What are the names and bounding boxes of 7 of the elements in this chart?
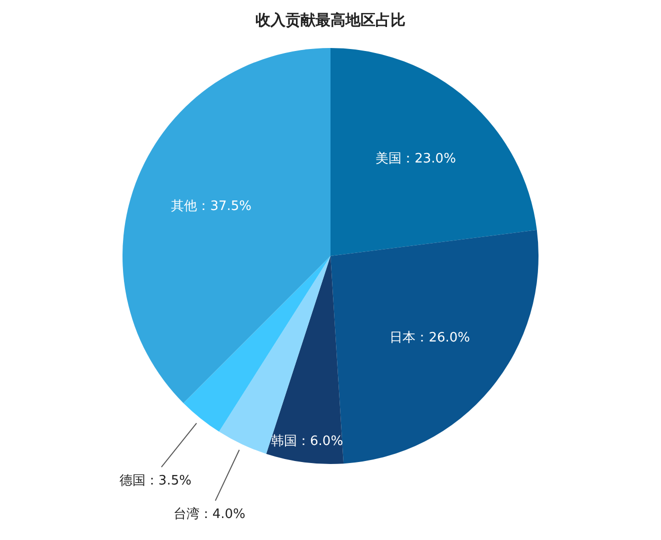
slice-label: 其他：37.5% xyxy=(171,199,252,214)
slice-label: 韩国：6.0% xyxy=(271,434,344,450)
chart-title: 收入贡献最高地区占比 xyxy=(256,10,406,29)
slice-label: 日本：26.0% xyxy=(390,330,470,346)
slice-label: 美国：23.0% xyxy=(376,150,456,167)
slice-label: 台湾：4.0% xyxy=(173,506,246,522)
slice-label: 德国：3.5% xyxy=(119,473,192,488)
